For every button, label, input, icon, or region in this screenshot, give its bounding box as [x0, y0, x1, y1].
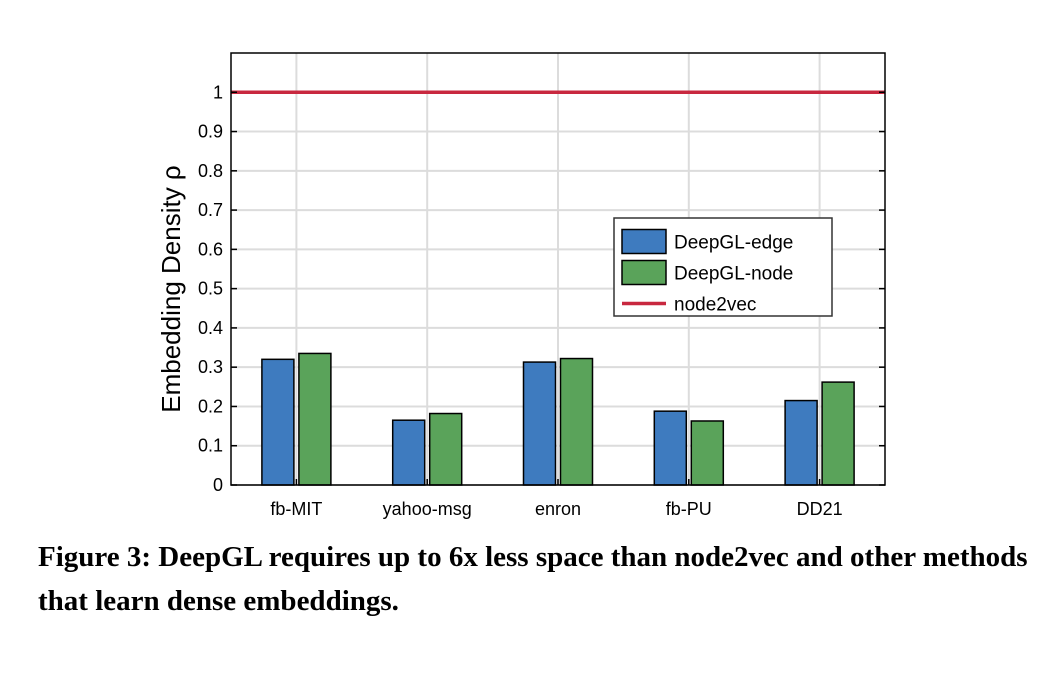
y-tick-labels: 0 0.1 0.2 0.3 0.4 0.5 0.6 0.7 0.8 0.9 1 [198, 82, 885, 495]
y-tick-label: 0.1 [198, 436, 223, 456]
bar-deepgl-node-dd21 [821, 381, 855, 486]
y-tick-label: 0.7 [198, 200, 223, 220]
bar-deepgl-node-fb-pu [690, 420, 725, 486]
bar-deepgl-edge-dd21 [784, 399, 818, 486]
bar-deepgl-edge-fb-mit [261, 358, 295, 486]
y-tick-label: 0.5 [198, 279, 223, 299]
bar-deepgl-edge-fb-pu [653, 410, 688, 486]
bar-deepgl-node-yahoo-msg [428, 412, 463, 486]
x-tick-label-dd21: DD21 [797, 499, 843, 519]
y-tick-label: 0.4 [198, 318, 223, 338]
legend-label-node2vec: node2vec [674, 295, 756, 316]
y-tick-label: 0.2 [198, 396, 223, 416]
bars [261, 352, 855, 486]
y-tick-label: 1 [213, 82, 223, 102]
x-tick-label-fb-pu: fb-PU [666, 499, 712, 519]
legend-swatch-deepgl-edge [621, 228, 667, 255]
bar-deepgl-node-enron [559, 357, 594, 486]
y-tick-label: 0.9 [198, 122, 223, 142]
y-tick-label: 0.3 [198, 357, 223, 377]
bar-deepgl-edge-enron [522, 361, 557, 486]
x-tick-label-fb-mit: fb-MIT [270, 499, 322, 519]
legend-label-deepgl-edge: DeepGL-edge [674, 233, 793, 254]
legend-swatch-deepgl-node [621, 259, 667, 286]
figure-caption: Figure 3: DeepGL requires up to 6x less … [38, 541, 1028, 617]
y-tick-label: 0 [213, 475, 223, 495]
x-tick-label-enron: enron [535, 499, 581, 519]
bar-chart: 0 0.1 0.2 0.3 0.4 0.5 0.6 0.7 0.8 0.9 1 fb-MIT yaho… [156, 52, 886, 519]
bar-deepgl-node-fb-mit [298, 352, 332, 486]
y-tick-label: 0.8 [198, 161, 223, 181]
x-tick-label-yahoo-msg: yahoo-msg [383, 499, 472, 519]
x-tick-labels: fb-MIT yahoo-msg enron fb-PU DD21 [270, 479, 843, 519]
legend-label-deepgl-node: DeepGL-node [674, 264, 793, 285]
bar-deepgl-edge-yahoo-msg [391, 419, 426, 486]
y-axis-label: Embedding Density ρ [156, 165, 186, 412]
y-tick-label: 0.6 [198, 239, 223, 259]
legend: DeepGL-edge DeepGL-node node2vec [613, 217, 833, 317]
